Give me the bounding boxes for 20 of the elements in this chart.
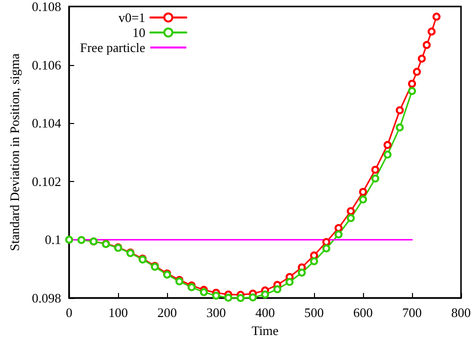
- x-tick-label: 600: [353, 305, 373, 320]
- x-axis-title: Time: [252, 322, 279, 338]
- x-tick-label: 500: [304, 305, 324, 320]
- y-tick-label: 0.1: [44, 232, 62, 248]
- x-tick-label: 200: [157, 305, 177, 320]
- legend-label: Free particle: [80, 40, 146, 55]
- y-tick-label: 0.102: [32, 174, 62, 189]
- y-tick-label: 0.104: [32, 116, 62, 131]
- x-tick-label: 400: [255, 305, 275, 320]
- x-tick-label: 800: [451, 305, 471, 320]
- y-tick-label: 0.098: [32, 290, 62, 306]
- y-tick-label: 0.106: [32, 57, 62, 72]
- legend-label: 10: [132, 25, 146, 40]
- x-tick-label: 300: [206, 305, 226, 320]
- y-axis-title: Standard Deviation in Position, sigma: [7, 53, 22, 252]
- legend-label: v0=1: [118, 10, 146, 25]
- y-tick-label: 0.108: [32, 0, 62, 14]
- x-tick-label: 100: [108, 305, 128, 320]
- x-tick-label: 700: [402, 305, 422, 320]
- x-tick-label: 0: [66, 305, 72, 320]
